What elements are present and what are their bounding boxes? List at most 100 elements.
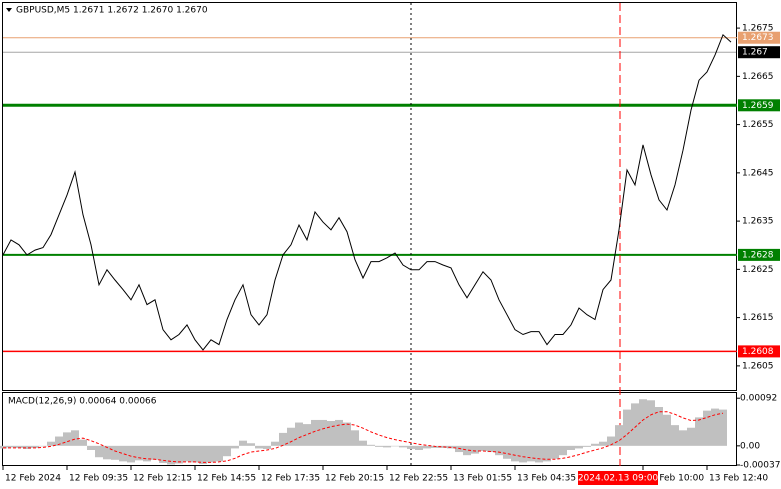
macd-bar xyxy=(567,445,575,450)
macd-bar xyxy=(551,445,559,459)
macd-bar xyxy=(495,445,503,456)
macd-bar xyxy=(255,445,263,449)
macd-bar xyxy=(511,445,519,462)
y-tick-label: 1.2675 xyxy=(742,24,774,34)
macd-bar xyxy=(191,445,199,463)
x-tick-label: 12 Feb 22:55 xyxy=(389,474,448,484)
macd-bar xyxy=(455,445,463,453)
macd-bar xyxy=(0,445,7,449)
macd-bar xyxy=(263,445,271,449)
y-tick-label: 1.2665 xyxy=(742,72,774,82)
macd-bar xyxy=(711,408,719,446)
macd-bar xyxy=(199,445,207,464)
level-label: 1.2659 xyxy=(742,101,774,111)
macd-bar xyxy=(407,445,415,449)
y-tick-label: 1.2605 xyxy=(742,361,774,371)
macd-bar xyxy=(79,439,87,446)
macd-bar xyxy=(487,445,495,453)
cursor-label-bg xyxy=(578,471,658,485)
macd-bar xyxy=(367,444,375,446)
macd-bar xyxy=(63,432,71,446)
macd-bar xyxy=(375,445,383,447)
macd-bar xyxy=(183,445,191,462)
macd-bar xyxy=(127,445,135,463)
macd-bar xyxy=(271,441,279,446)
y-tick-label: 1.2625 xyxy=(742,265,774,275)
macd-bar xyxy=(679,430,687,446)
macd-bar xyxy=(231,445,239,449)
macd-bar xyxy=(527,445,535,462)
x-tick-label: 12 Feb 20:15 xyxy=(325,474,384,484)
y-tick-label: 1.2645 xyxy=(742,168,774,178)
level-label-bg xyxy=(738,31,780,44)
main-frame xyxy=(2,2,737,391)
macd-bar xyxy=(559,445,567,456)
macd-bar xyxy=(95,445,103,458)
macd-bar xyxy=(695,417,703,446)
macd-bar xyxy=(311,419,319,446)
x-tick-label: 12 Feb 17:35 xyxy=(261,474,320,484)
macd-bar xyxy=(415,445,423,450)
macd-bar xyxy=(631,403,639,446)
level-label: 1.2628 xyxy=(742,250,774,260)
macd-bar xyxy=(119,445,127,462)
y-tick-label: -0.00037 xyxy=(740,461,780,471)
macd-bar xyxy=(239,440,247,446)
y-tick-label: 1.2635 xyxy=(742,217,774,227)
macd-bar xyxy=(663,414,671,446)
macd-bar xyxy=(327,420,335,446)
macd-bar xyxy=(591,443,599,446)
macd-bar xyxy=(23,445,31,449)
macd-bar xyxy=(31,445,39,448)
macd-bar xyxy=(295,422,303,446)
macd-bar xyxy=(655,407,663,446)
macd-bar xyxy=(175,445,183,464)
macd-bar xyxy=(287,427,295,446)
macd-bar xyxy=(479,445,487,452)
macd-bar xyxy=(615,425,623,446)
macd-bar xyxy=(503,445,511,459)
macd-bar xyxy=(215,445,223,462)
level-label: 1.267 xyxy=(742,48,768,58)
macd-bar xyxy=(159,445,167,463)
macd-bar xyxy=(55,436,63,446)
macd-bar xyxy=(423,445,431,449)
macd-bar xyxy=(471,445,479,454)
macd-bar xyxy=(439,445,447,448)
macd-bar xyxy=(607,436,615,446)
macd-bar xyxy=(7,445,15,448)
price-line xyxy=(2,33,732,351)
macd-bar xyxy=(535,445,543,463)
x-tick-label: 13 Feb 01:55 xyxy=(453,474,512,484)
macd-bar xyxy=(343,422,351,446)
level-label-bg xyxy=(738,248,780,261)
macd-bar xyxy=(543,445,551,462)
macd-bar xyxy=(111,445,119,460)
macd-frame xyxy=(2,392,737,466)
macd-bar xyxy=(351,430,359,446)
macd-bar xyxy=(143,445,151,462)
cursor-label: 2024.02.13 09:00 xyxy=(578,474,659,484)
level-label: 1.2608 xyxy=(742,347,774,357)
macd-bar xyxy=(103,445,111,460)
macd-bar xyxy=(359,440,367,446)
macd-bar xyxy=(703,410,711,446)
x-tick-label: 12 Feb 2024 xyxy=(5,474,61,484)
macd-bar xyxy=(223,445,231,457)
x-tick-label: 13 Feb 04:35 xyxy=(517,474,576,484)
macd-bar xyxy=(87,445,95,450)
macd-bar xyxy=(207,445,215,463)
y-tick-label: 0.00092 xyxy=(740,394,777,404)
menu-arrow xyxy=(6,8,12,12)
macd-title: MACD(12,26,9) 0.00064 0.00066 xyxy=(8,397,157,407)
macd-bar xyxy=(15,445,23,448)
x-tick-label: 12 Feb 14:55 xyxy=(197,474,256,484)
macd-bar xyxy=(519,445,527,463)
x-tick-label: 13 Feb 10:00 xyxy=(645,474,704,484)
macd-bar xyxy=(47,441,55,446)
macd-bar xyxy=(575,445,583,449)
x-tick-label: 12 Feb 09:35 xyxy=(69,474,128,484)
macd-bar xyxy=(583,445,591,447)
macd-bar xyxy=(71,430,79,446)
